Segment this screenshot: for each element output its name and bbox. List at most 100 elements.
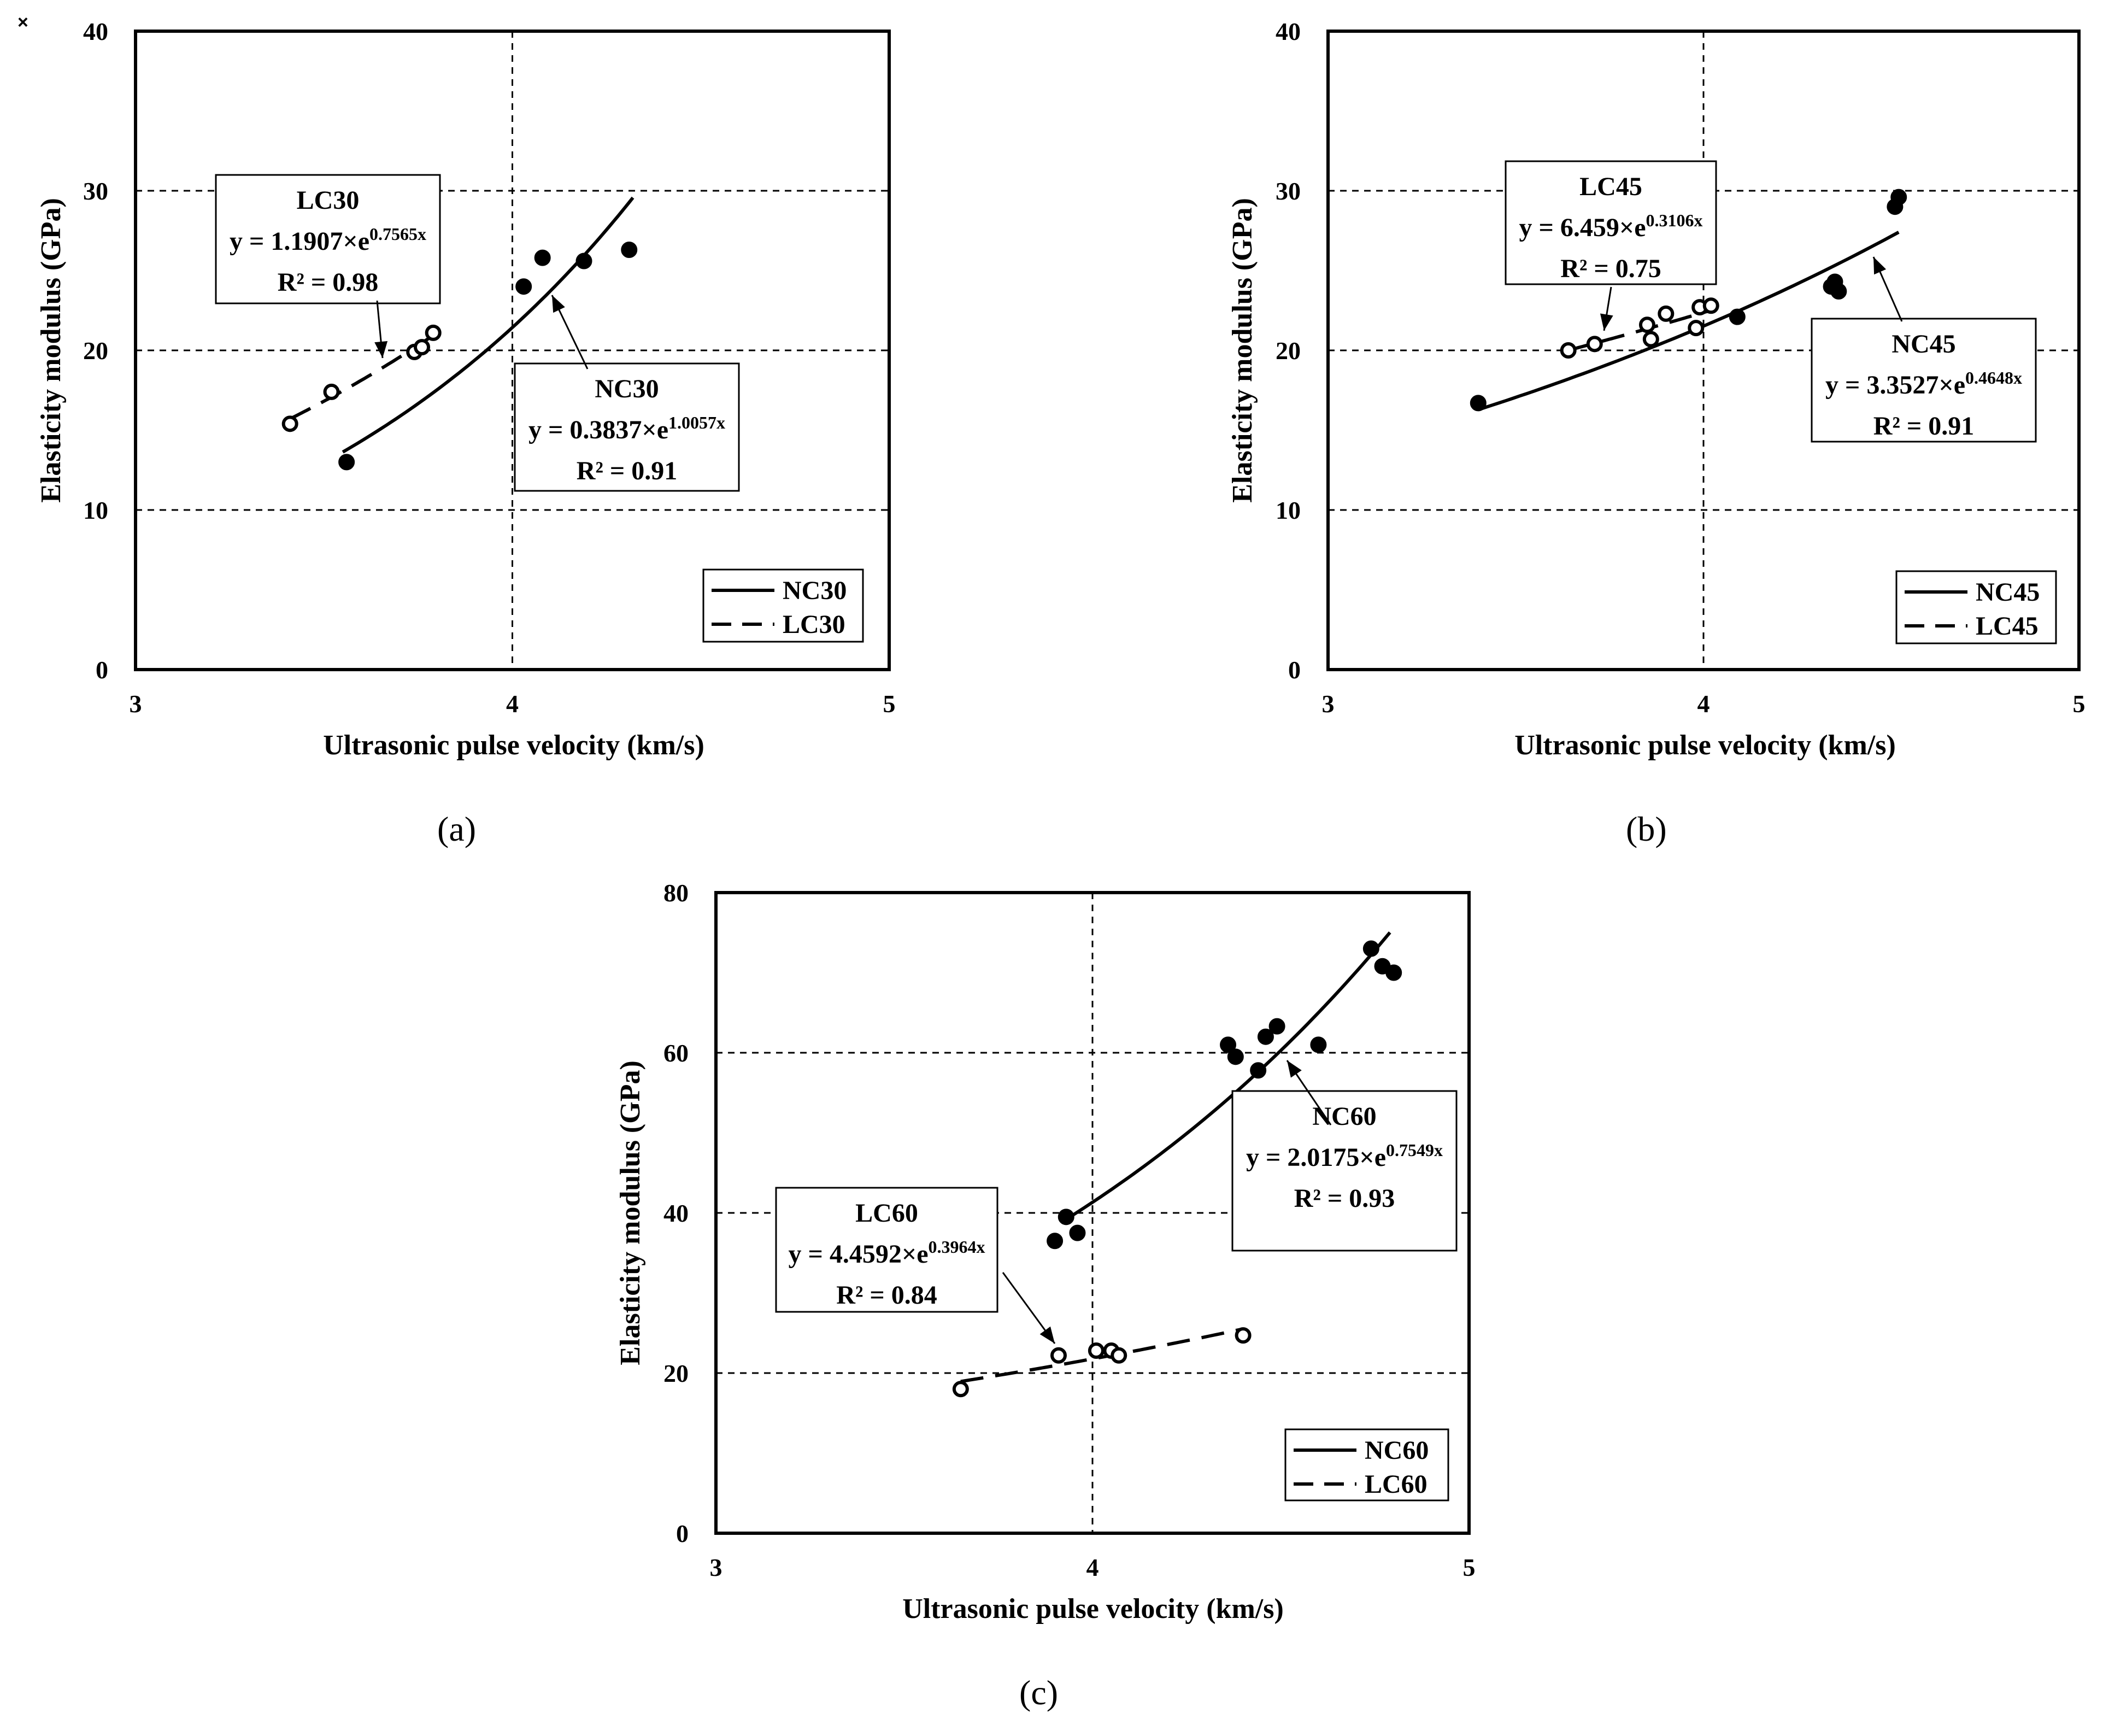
chart1-point-NC45 — [1729, 308, 1746, 325]
chart2-plot-frame — [714, 891, 1471, 1535]
chart2-annotation-r2-LC60: R² = 0.84 — [836, 1281, 937, 1310]
chart0-point-NC30 — [534, 249, 551, 266]
chart2-annotation-equation-LC60: y = 4.4592×e0.3964x — [788, 1237, 985, 1269]
chart1-annotation-box-LC45 — [1505, 160, 1717, 285]
chart2-annotation-box-LC60 — [775, 1187, 998, 1313]
chart2-fit-line-NC60 — [1061, 931, 1391, 1223]
chart0-plot-frame — [134, 30, 891, 671]
chart2-point-LC60 — [1235, 1327, 1252, 1344]
chart0-annotation-title-LC30: LC30 — [297, 186, 360, 215]
chart1-fit-line-LC45 — [1567, 308, 1712, 352]
chart0-ytick-label: 30 — [83, 177, 108, 205]
chart2-annotation-r2-NC60: R² = 0.93 — [1294, 1184, 1395, 1213]
chart0-y-axis-title: Elasticity modulus (GPa) — [36, 198, 67, 503]
chart2-point-NC60 — [1268, 1018, 1285, 1035]
chart1-point-LC45 — [1560, 342, 1577, 359]
chart1-annotation-title-NC45: NC45 — [1891, 330, 1955, 359]
chart1-ytick-label: 30 — [1276, 177, 1301, 205]
chart2-ytick-label: 80 — [663, 879, 689, 907]
chart0-xtick-label: 5 — [883, 690, 896, 718]
chart2-legend-label-LC60: LC60 — [1365, 1470, 1428, 1499]
chart2-point-NC60 — [1058, 1209, 1074, 1225]
chart0-fit-line-LC30 — [289, 334, 434, 420]
chart2-annotation-title-NC60: NC60 — [1312, 1102, 1376, 1131]
chart1-annotation-arrowhead-LC45 — [1600, 313, 1613, 331]
chart2-ytick-label: 60 — [663, 1039, 689, 1067]
chart1-legend-box — [1895, 570, 2057, 644]
chart1-point-NC45 — [1890, 189, 1907, 206]
chart0-ytick-label: 20 — [83, 337, 108, 365]
chart2-ytick-label: 40 — [663, 1199, 689, 1227]
chart0-point-LC30 — [323, 383, 340, 400]
chart2-point-LC60 — [1050, 1347, 1067, 1364]
chart0-point-LC30 — [425, 324, 442, 341]
chart2-point-NC60 — [1220, 1036, 1237, 1053]
chart2-fit-line-LC60 — [960, 1327, 1244, 1383]
close-icon[interactable]: × — [17, 12, 28, 33]
chart1-annotation-equation-LC45: y = 6.459×e0.3106x — [1519, 210, 1702, 242]
chart0-annotation-r2-LC30: R² = 0.98 — [278, 268, 378, 297]
chart1-point-NC45 — [1470, 395, 1487, 412]
panel-label-b: (b) — [1626, 810, 1667, 848]
panel-label-c: (c) — [1019, 1673, 1059, 1712]
chart1-xtick-label: 3 — [1322, 690, 1335, 718]
chart1-point-LC45 — [1638, 316, 1655, 333]
chart1-legend-label-LC45: LC45 — [1976, 612, 2039, 641]
chart1-annotation-equation-NC45: y = 3.3527×e0.4648x — [1825, 368, 2022, 400]
chart0-ytick-label: 10 — [83, 496, 108, 524]
chart2-point-NC60 — [1250, 1062, 1267, 1079]
chart1-ytick-label: 10 — [1276, 496, 1301, 524]
chart0-legend-label-NC30: NC30 — [783, 576, 847, 605]
chart2-annotation-title-LC60: LC60 — [855, 1199, 918, 1228]
chart0-legend-label-LC30: LC30 — [783, 610, 845, 639]
chart2-xtick-label: 3 — [710, 1553, 722, 1581]
chart0-legend-box — [702, 568, 864, 643]
chart1-ytick-label: 40 — [1276, 17, 1301, 45]
chart0-annotation-box-LC30 — [215, 174, 441, 304]
chart1-annotation-title-LC45: LC45 — [1579, 172, 1642, 201]
chart2-point-NC60 — [1227, 1048, 1244, 1065]
chart0-ytick-label: 40 — [83, 17, 108, 45]
chart1-plot-frame — [1326, 30, 2081, 671]
chart1-point-LC45 — [1658, 305, 1675, 322]
chart2-point-NC60 — [1257, 1028, 1274, 1045]
chart0-annotation-box-NC30 — [514, 362, 740, 492]
chart2-annotation-equation-NC60: y = 2.0175×e0.7549x — [1246, 1140, 1443, 1172]
chart1-xtick-label: 5 — [2073, 690, 2086, 718]
chart1-annotation-r2-LC45: R² = 0.75 — [1560, 254, 1661, 283]
chart1-legend-label-NC45: NC45 — [1976, 578, 2040, 607]
chart2-y-axis-title: Elasticity modulus (GPa) — [615, 1060, 646, 1365]
chart0-annotation-equation-NC30: y = 0.3837×e1.0057x — [528, 413, 725, 444]
chart2-annotation-arrowhead-LC60 — [1039, 1326, 1055, 1344]
chart0-annotation-title-NC30: NC30 — [595, 374, 659, 403]
chart0-annotation-equation-LC30: y = 1.1907×e0.7565x — [230, 224, 426, 256]
chart1-annotation-box-NC45 — [1811, 318, 2037, 443]
chart2-point-LC60 — [1088, 1342, 1105, 1359]
panel-label-a: (a) — [437, 810, 477, 848]
chart1-ytick-label: 0 — [1288, 656, 1301, 684]
chart0-point-NC30 — [575, 253, 592, 269]
chart0-point-NC30 — [515, 278, 532, 295]
chart1-point-LC45 — [1702, 297, 1719, 314]
chart1-xtick-label: 4 — [1697, 690, 1710, 718]
chart1-y-axis-title: Elasticity modulus (GPa) — [1227, 198, 1258, 503]
chart0-ytick-label: 0 — [96, 656, 108, 684]
chart2-point-LC60 — [952, 1381, 969, 1398]
chart2-ytick-label: 0 — [676, 1520, 689, 1547]
chart2-x-axis-title: Ultrasonic pulse velocity (km/s) — [902, 1593, 1284, 1624]
chart1-fit-line-NC45 — [1477, 231, 1900, 412]
chart2-legend-box — [1284, 1428, 1449, 1502]
chart0-xtick-label: 3 — [130, 690, 142, 718]
chart0-point-NC30 — [338, 454, 355, 471]
chart2-legend-label-NC60: NC60 — [1365, 1436, 1429, 1465]
chart2-point-NC60 — [1310, 1036, 1327, 1053]
chart2-ytick-label: 20 — [663, 1359, 689, 1387]
chart2-xtick-label: 4 — [1086, 1553, 1099, 1581]
chart2-annotation-box-NC60 — [1231, 1090, 1458, 1252]
chart2-point-NC60 — [1069, 1224, 1086, 1241]
chart0-xtick-label: 4 — [506, 690, 519, 718]
chart2-point-NC60 — [1362, 940, 1379, 957]
chart0-point-NC30 — [621, 242, 638, 259]
chart1-point-LC45 — [1586, 336, 1603, 353]
